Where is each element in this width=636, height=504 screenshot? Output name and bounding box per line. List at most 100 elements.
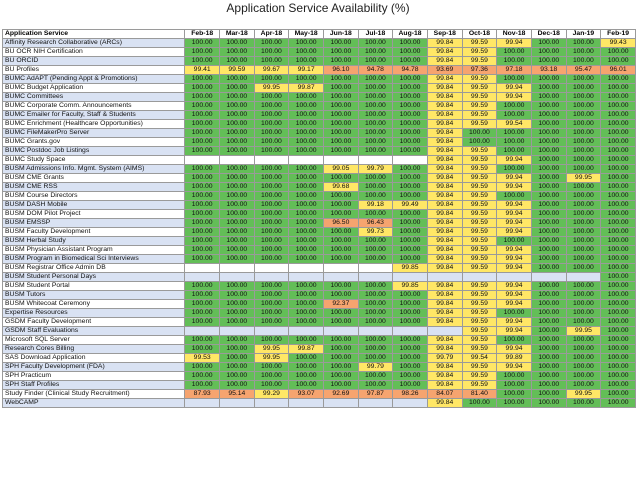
availability-cell: 100.00 bbox=[600, 308, 636, 318]
availability-cell: 100.00 bbox=[253, 290, 290, 300]
availability-cell: 100.00 bbox=[392, 254, 428, 264]
availability-cell: 100.00 bbox=[565, 371, 602, 381]
table-row: BUSM DOM Pilot Project 100.00 100.00 100.00… bbox=[1, 209, 636, 219]
availability-cell: 92.37 bbox=[323, 299, 359, 309]
availability-cell: 100.00 bbox=[496, 164, 532, 174]
availability-cell: 100.00 bbox=[565, 74, 602, 84]
availability-cell: 100.00 bbox=[392, 119, 428, 129]
availability-cell: 100.00 bbox=[600, 128, 636, 138]
availability-cell: 100.00 bbox=[323, 56, 359, 66]
service-name: BUMC Postdoc Job Listings bbox=[1, 146, 186, 156]
availability-cell: 100.00 bbox=[219, 146, 255, 156]
availability-cell: 100.00 bbox=[565, 227, 602, 237]
availability-cell: 100.00 bbox=[288, 119, 325, 129]
availability-cell: 100.00 bbox=[323, 128, 359, 138]
table-row: BUSM CME RSS 100.00 100.00 100.00 100.00 99.6… bbox=[1, 182, 636, 192]
availability-cell: 100.00 bbox=[357, 128, 394, 138]
availability-cell: 100.00 bbox=[565, 200, 602, 210]
availability-cell: 100.00 bbox=[600, 119, 636, 129]
availability-cell: 100.00 bbox=[530, 101, 567, 111]
availability-cell: 100.00 bbox=[496, 191, 532, 201]
availability-cell: 100.00 bbox=[565, 299, 602, 309]
availability-cell: 100.00 bbox=[392, 362, 428, 372]
availability-cell: 100.00 bbox=[600, 209, 636, 219]
availability-cell: 99.94 bbox=[496, 200, 532, 210]
availability-cell: 100.00 bbox=[565, 281, 602, 291]
table-row: Affinity Research Collaborative (ARCs) 10… bbox=[1, 38, 636, 48]
availability-cell: 100.00 bbox=[600, 191, 636, 201]
availability-cell bbox=[426, 326, 463, 336]
availability-cell: 100.00 bbox=[357, 290, 394, 300]
service-name: BUSM Admissions Info. Mgmt. System (AIMS… bbox=[1, 164, 186, 174]
availability-cell: 100.00 bbox=[600, 326, 636, 336]
availability-cell: 100.00 bbox=[565, 110, 602, 120]
availability-cell: 100.00 bbox=[184, 245, 220, 255]
availability-cell bbox=[426, 272, 463, 282]
availability-cell: 100.00 bbox=[565, 308, 602, 318]
month-header: Jun-18 bbox=[323, 29, 359, 39]
service-name: GSDM Staff Evaluations bbox=[1, 326, 186, 336]
availability-cell: 100.00 bbox=[565, 236, 602, 246]
availability-cell: 100.00 bbox=[184, 290, 220, 300]
month-header: Apr-18 bbox=[253, 29, 290, 39]
service-name: Expertise Resources bbox=[1, 308, 186, 318]
availability-cell: 100.00 bbox=[600, 236, 636, 246]
table-row: BUSM EMSSP 100.00 100.00 100.00 100.00 96.50 9… bbox=[1, 218, 636, 228]
availability-cell: 100.00 bbox=[253, 164, 290, 174]
availability-cell: 100.00 bbox=[530, 326, 567, 336]
table-row: BUSM Whitecoat Ceremony 100.00 100.00 100.0… bbox=[1, 299, 636, 309]
table-row: Research Cores Billing 100.00 100.00 99.95 9… bbox=[1, 344, 636, 354]
availability-cell: 100.00 bbox=[565, 398, 602, 408]
availability-cell: 100.00 bbox=[184, 128, 220, 138]
availability-cell: 100.00 bbox=[357, 110, 394, 120]
availability-cell: 99.94 bbox=[496, 227, 532, 237]
availability-cell: 100.00 bbox=[323, 227, 359, 237]
availability-cell: 99.59 bbox=[461, 155, 498, 165]
availability-cell: 100.00 bbox=[184, 137, 220, 147]
availability-cell bbox=[392, 326, 428, 336]
availability-cell bbox=[357, 326, 394, 336]
availability-cell: 100.00 bbox=[392, 164, 428, 174]
availability-cell bbox=[184, 263, 220, 273]
availability-cell: 99.84 bbox=[426, 380, 463, 390]
availability-cell: 97.18 bbox=[496, 65, 532, 75]
availability-cell: 100.00 bbox=[530, 191, 567, 201]
availability-cell: 100.00 bbox=[323, 146, 359, 156]
availability-cell: 99.84 bbox=[426, 362, 463, 372]
availability-cell bbox=[219, 272, 255, 282]
availability-cell: 100.00 bbox=[219, 317, 255, 327]
availability-cell: 100.00 bbox=[253, 299, 290, 309]
availability-cell: 100.00 bbox=[323, 74, 359, 84]
availability-cell: 100.00 bbox=[219, 200, 255, 210]
service-name: Research Cores Billing bbox=[1, 344, 186, 354]
availability-cell: 100.00 bbox=[323, 380, 359, 390]
table-row: BU OCR NIH Certification 100.00 100.00 100.… bbox=[1, 47, 636, 57]
availability-cell: 100.00 bbox=[253, 335, 290, 345]
month-header: Feb-19 bbox=[600, 29, 636, 39]
service-name: BUMC Budget Application bbox=[1, 83, 186, 93]
availability-cell: 100.00 bbox=[461, 398, 498, 408]
availability-cell: 100.00 bbox=[357, 182, 394, 192]
availability-cell: 100.00 bbox=[461, 128, 498, 138]
availability-cell: 99.59 bbox=[461, 83, 498, 93]
table-row: BUSM Physician Assistant Program 100.00 10… bbox=[1, 245, 636, 255]
availability-cell: 99.87 bbox=[288, 83, 325, 93]
availability-cell: 100.00 bbox=[219, 164, 255, 174]
availability-cell: 100.00 bbox=[288, 173, 325, 183]
availability-cell: 99.84 bbox=[426, 164, 463, 174]
availability-cell: 100.00 bbox=[565, 245, 602, 255]
availability-cell: 99.59 bbox=[461, 317, 498, 327]
availability-cell: 100.00 bbox=[219, 371, 255, 381]
availability-cell: 100.00 bbox=[496, 236, 532, 246]
availability-cell: 99.84 bbox=[426, 101, 463, 111]
availability-cell: 99.94 bbox=[496, 263, 532, 273]
availability-cell: 100.00 bbox=[184, 146, 220, 156]
availability-cell: 100.00 bbox=[392, 344, 428, 354]
availability-cell: 96.01 bbox=[600, 65, 636, 75]
availability-cell: 100.00 bbox=[184, 317, 220, 327]
availability-cell: 100.00 bbox=[184, 335, 220, 345]
availability-cell: 96.10 bbox=[323, 65, 359, 75]
availability-cell: 100.00 bbox=[565, 83, 602, 93]
availability-cell: 100.00 bbox=[219, 245, 255, 255]
table-row: BUSM Student Personal Days 100.00 bbox=[1, 272, 636, 282]
